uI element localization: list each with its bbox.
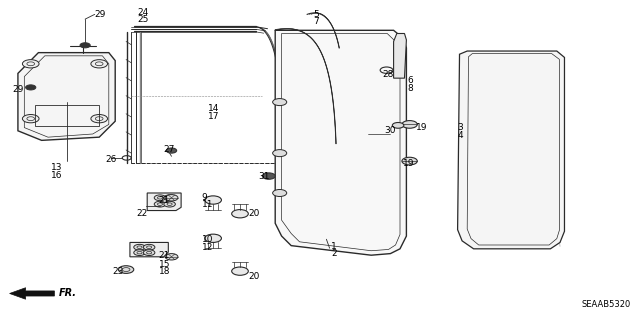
Text: 4: 4 [458,131,463,140]
Text: 20: 20 [248,209,260,218]
Text: 31: 31 [258,172,269,181]
Polygon shape [147,193,181,211]
Text: 11: 11 [202,200,213,209]
Text: FR.: FR. [59,288,77,299]
Circle shape [118,266,134,273]
Circle shape [262,173,275,179]
Text: 12: 12 [202,243,213,252]
Text: 19: 19 [403,159,415,168]
Text: 10: 10 [202,235,213,244]
Circle shape [26,85,36,90]
Circle shape [80,43,90,48]
Polygon shape [130,242,168,257]
Text: 29: 29 [95,10,106,19]
Circle shape [166,148,177,153]
Circle shape [165,254,178,260]
Circle shape [134,244,145,250]
Circle shape [154,195,166,201]
Circle shape [91,115,108,123]
Circle shape [273,150,287,157]
Text: 18: 18 [159,267,170,276]
Text: 24: 24 [138,8,149,17]
Circle shape [91,60,108,68]
Text: 1: 1 [331,242,337,251]
Text: 16: 16 [51,171,62,180]
Text: 22: 22 [136,209,148,218]
Text: 17: 17 [208,112,220,121]
Polygon shape [18,53,115,140]
Text: 25: 25 [138,15,149,24]
Circle shape [402,157,417,165]
Text: 2: 2 [331,249,337,258]
Circle shape [143,244,155,250]
Circle shape [392,122,404,128]
Polygon shape [10,288,54,299]
Text: 3: 3 [458,123,463,132]
Text: 28: 28 [383,70,394,78]
Circle shape [232,267,248,275]
Circle shape [22,115,39,123]
Text: 14: 14 [208,104,220,113]
Polygon shape [275,30,406,255]
Circle shape [164,195,175,201]
Circle shape [134,250,145,256]
Text: 7: 7 [314,17,319,26]
Text: 20: 20 [248,272,260,281]
Text: 29: 29 [13,85,24,94]
Polygon shape [394,33,406,78]
Circle shape [164,201,175,207]
Text: 8: 8 [407,84,413,93]
Text: 5: 5 [314,10,319,19]
Text: 13: 13 [51,163,62,172]
Text: 6: 6 [407,76,413,85]
Circle shape [205,196,221,204]
Circle shape [402,121,417,128]
Text: 27: 27 [163,145,175,154]
Circle shape [273,99,287,106]
Text: 15: 15 [159,260,170,269]
Text: 9: 9 [202,193,207,202]
Text: 30: 30 [384,126,396,135]
Text: 21: 21 [159,251,170,260]
Circle shape [165,195,178,201]
Circle shape [154,201,166,207]
Circle shape [205,234,221,242]
Text: 26: 26 [105,155,116,164]
Circle shape [273,189,287,197]
Text: 21: 21 [159,197,170,205]
Text: 23: 23 [112,267,124,276]
Circle shape [143,250,155,256]
Polygon shape [458,51,564,249]
Text: SEAAB5320: SEAAB5320 [581,300,630,309]
Circle shape [232,210,248,218]
Circle shape [22,60,39,68]
Text: 19: 19 [416,123,428,132]
